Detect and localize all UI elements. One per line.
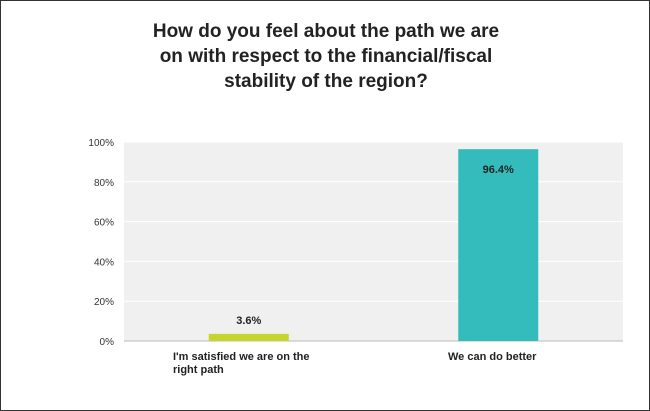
- chart-title-line-3: stability of the region?: [224, 71, 428, 92]
- category-label-do-better-line-1: We can do better: [448, 351, 537, 363]
- y-tick-label-100: 100%: [88, 138, 114, 149]
- y-tick-label-80: 80%: [94, 178, 114, 189]
- y-tick-label-60: 60%: [94, 218, 114, 229]
- y-tick-label-40: 40%: [94, 257, 114, 268]
- chart-title-line-1: How do you feel about the path we are: [152, 21, 500, 42]
- category-label-satisfied: I'm satisfied we are on the right path: [173, 351, 343, 377]
- y-tick-label-20: 20%: [94, 297, 114, 308]
- plot-area: [124, 142, 623, 341]
- bar-1: [458, 149, 539, 341]
- y-tick-label-0: 0%: [100, 337, 115, 348]
- data-label-1: 96.4%: [483, 164, 514, 176]
- category-label-satisfied-line-1: I'm satisfied we are on the: [173, 351, 310, 363]
- chart-title-line-2: on with respect to the financial/fiscal: [159, 46, 493, 67]
- bar-0: [208, 333, 289, 341]
- chart-title: How do you feel about the path we are on…: [101, 19, 551, 94]
- category-label-do-better: We can do better: [448, 351, 588, 364]
- data-label-0: 3.6%: [236, 315, 261, 327]
- category-label-satisfied-line-2: right path: [173, 364, 224, 376]
